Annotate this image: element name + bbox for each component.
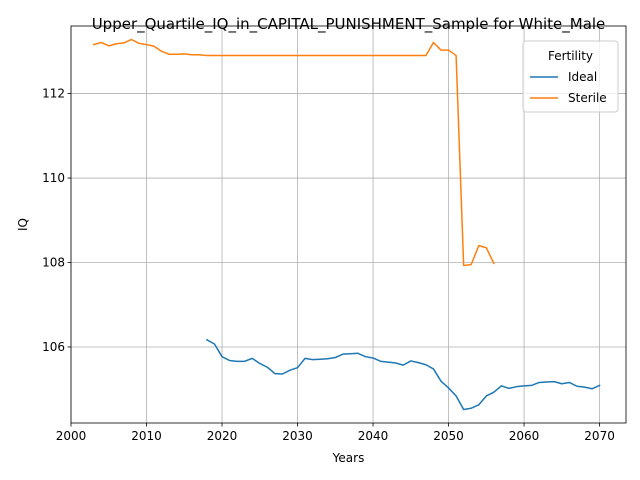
x-tick-label: 2020: [207, 429, 238, 443]
x-axis-label: Years: [332, 451, 365, 465]
legend-box: [522, 40, 619, 113]
x-tick-label: 2040: [358, 429, 389, 443]
x-tick-label: 2050: [433, 429, 464, 443]
y-tick-label: 108: [42, 256, 65, 270]
y-tick-label: 106: [42, 340, 65, 354]
x-tick-label: 2070: [584, 429, 615, 443]
legend-label-sterile: Sterile: [568, 91, 607, 105]
series-line-ideal: [205, 338, 601, 411]
legend: Fertility Ideal Sterile: [522, 40, 619, 113]
plot-frame: [70, 25, 627, 424]
legend-label-ideal: Ideal: [568, 70, 597, 84]
y-tick-label: 110: [42, 171, 65, 185]
x-tick-label: 2060: [509, 429, 540, 443]
y-tick-label: 112: [42, 87, 65, 101]
chart-title: Upper_Quartile_IQ_in_CAPITAL_PUNISHMENT_…: [92, 15, 606, 34]
series-group: [92, 38, 601, 411]
series-line-sterile: [92, 38, 495, 267]
x-tick-label: 2010: [131, 429, 162, 443]
ticks: 2000 2010 2020 2030 2040 2050 2060 2070 106 108 11…: [42, 87, 615, 443]
y-axis-label: IQ: [16, 218, 30, 231]
x-tick-label: 2030: [282, 429, 313, 443]
legend-title: Fertility: [548, 49, 593, 63]
x-tick-label: 2000: [56, 429, 87, 443]
